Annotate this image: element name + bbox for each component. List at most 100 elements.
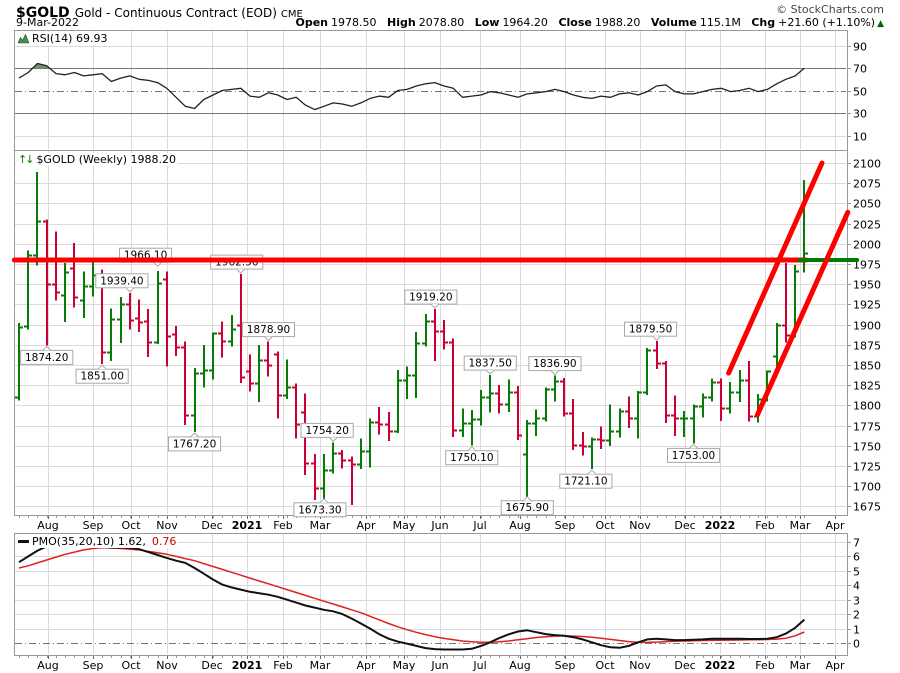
- month-label: Sep: [555, 519, 576, 532]
- pmo-panel-label: PMO(35,20,10) 1.62, 0.76: [16, 535, 179, 548]
- axis-tick-label: 50: [853, 86, 867, 99]
- month-label: Dec: [201, 519, 222, 532]
- axis-tick-label: 1750: [853, 441, 881, 454]
- month-label: Aug: [37, 519, 58, 532]
- price-annotation-text: 1767.20: [173, 438, 216, 450]
- pmo-line: [18, 541, 806, 651]
- month-label: Oct: [121, 519, 141, 532]
- axis-tick-label: 3: [853, 595, 860, 608]
- open-label: Open: [295, 16, 329, 29]
- channel-line-upper: [726, 160, 825, 376]
- month-label: Apr: [356, 659, 376, 672]
- axis-tick-label: 30: [853, 108, 867, 121]
- price-annotation-notch: [652, 335, 661, 341]
- month-label: Nov: [629, 659, 651, 672]
- price-annotation-text: 1837.50: [468, 358, 511, 370]
- month-label: Jun: [430, 659, 448, 672]
- low-value: 1964.20: [502, 16, 548, 29]
- axis-tick-label: 90: [853, 41, 867, 54]
- axis-tick-label: 2: [853, 609, 860, 622]
- price-annotation-notch: [236, 268, 246, 274]
- symbol: $GOLD: [16, 5, 70, 21]
- month-label: Apr: [825, 659, 845, 672]
- month-label: Aug: [37, 659, 58, 672]
- price-annotation-text: 1879.50: [629, 324, 672, 336]
- price-label-text: $GOLD (Weekly) 1988.20: [36, 153, 176, 166]
- month-label: Dec: [674, 519, 695, 532]
- axis-tick-label: 2000: [853, 239, 881, 252]
- chg-value: +21.60 (+1.10%): [778, 16, 876, 29]
- axis-tick-label: 1875: [853, 340, 881, 353]
- month-label: Aug: [509, 519, 530, 532]
- month-label: Jul: [472, 659, 486, 672]
- month-label: Feb: [273, 659, 292, 672]
- high-label: High: [387, 16, 416, 29]
- month-label: Nov: [156, 519, 178, 532]
- axis-tick-label: 1975: [853, 259, 881, 272]
- axis-tick-label: 1925: [853, 299, 881, 312]
- month-label: Sep: [83, 659, 104, 672]
- month-label: Jun: [430, 519, 448, 532]
- month-label: Oct: [595, 659, 615, 672]
- axis-tick-label: 1850: [853, 360, 881, 373]
- axis-tick-label: 1950: [853, 279, 881, 292]
- month-label: 2021: [232, 659, 263, 672]
- month-label: Sep: [83, 519, 104, 532]
- month-label: Apr: [356, 519, 376, 532]
- chg-up-triangle-icon: ▲: [877, 19, 884, 29]
- volume-value: 115.1M: [699, 16, 741, 29]
- price-annotation-text: 1675.90: [505, 502, 548, 514]
- month-label: Dec: [201, 659, 222, 672]
- axis-tick-label: 2050: [853, 198, 881, 211]
- rsi-line: [18, 62, 805, 111]
- chart-date: 9-Mar-2022: [16, 16, 79, 29]
- month-label: Mar: [310, 659, 331, 672]
- month-label: Mar: [310, 519, 331, 532]
- chart-header: $GOLD Gold - Continuous Contract (EOD) CME…: [16, 2, 884, 21]
- axis-tick-label: 1725: [853, 461, 881, 474]
- price-annotation-text: 1919.20: [409, 292, 452, 304]
- axis-tick-label: 5: [853, 566, 860, 579]
- price-annotation-text: 1851.00: [80, 371, 123, 383]
- price-panel-border: [14, 150, 848, 516]
- high-value: 2078.80: [418, 16, 465, 29]
- price-annotation-notch: [319, 498, 329, 504]
- axis-tick-label: 1800: [853, 400, 881, 413]
- month-label: May: [393, 659, 416, 672]
- axis-tick-label: 2075: [853, 178, 881, 191]
- axis-tick-label: 7: [853, 537, 860, 550]
- month-label: 2021: [232, 519, 263, 532]
- axis-tick-label: 1775: [853, 421, 881, 434]
- chg-label: Chg: [751, 16, 776, 29]
- month-label: Aug: [509, 659, 530, 672]
- price-annotation-box: [95, 273, 149, 289]
- month-label: Sep: [555, 659, 576, 672]
- price-annotation-box: [559, 473, 613, 489]
- updown-arrows-icon: ↑↓: [18, 153, 35, 166]
- price-annotation-box: [624, 321, 678, 337]
- month-label: Jul: [472, 519, 486, 532]
- month-label: Dec: [674, 659, 695, 672]
- price-annotation-notch: [550, 370, 560, 376]
- price-panel-label: ↑↓ $GOLD (Weekly) 1988.20: [16, 153, 178, 166]
- close-label: Close: [558, 16, 592, 29]
- axis-tick-label: 2025: [853, 219, 881, 232]
- axis-tick-label: 1825: [853, 380, 881, 393]
- copyright-notice: © StockCharts.com: [776, 3, 884, 16]
- price-annotation-box: [300, 422, 354, 438]
- month-label: Feb: [755, 519, 774, 532]
- open-value: 1978.50: [331, 16, 377, 29]
- pmo-signal-value: 0.76: [151, 535, 177, 548]
- month-label: Feb: [755, 659, 774, 672]
- month-label: 2022: [705, 659, 736, 672]
- axis-tick-label: 4: [853, 580, 860, 593]
- price-annotation-text: 1939.40: [100, 275, 143, 287]
- price-annotation-notch: [522, 495, 532, 502]
- price-annotation-text: 1753.00: [672, 450, 715, 462]
- price-annotation-notch: [97, 364, 107, 370]
- month-label: Nov: [156, 659, 178, 672]
- price-annotation-notch: [42, 345, 52, 351]
- symbol-description: Gold - Continuous Contract (EOD): [74, 6, 277, 20]
- month-label: Nov: [629, 519, 651, 532]
